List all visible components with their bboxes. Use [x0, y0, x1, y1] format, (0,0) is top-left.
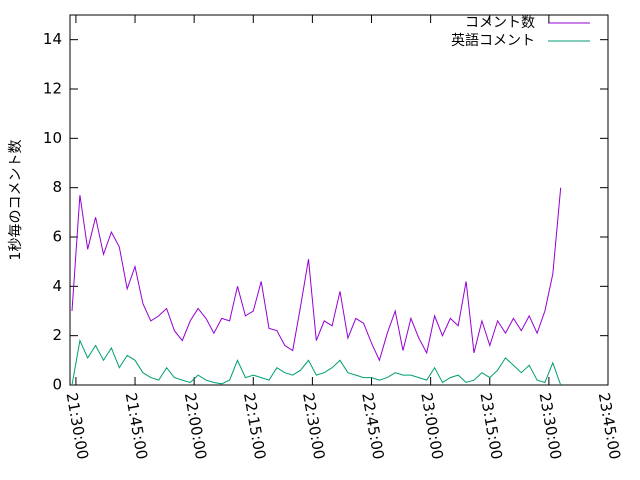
x-tick-label: 23:30:00: [536, 391, 565, 460]
y-tick-label: 2: [52, 326, 62, 344]
y-tick-label: 4: [52, 277, 62, 295]
y-tick-label: 8: [52, 178, 62, 196]
x-tick-label: 22:45:00: [358, 391, 387, 460]
plot-frame: [69, 14, 609, 386]
y-tick-label: 6: [52, 228, 62, 246]
x-tick-label: 22:30:00: [299, 391, 328, 460]
y-tick-label: 0: [52, 376, 62, 394]
x-tick-label: 23:45:00: [595, 391, 624, 460]
legend-label: コメント数: [465, 15, 535, 31]
legend-label: 英語コメント: [451, 32, 535, 49]
y-tick-label: 10: [43, 129, 62, 147]
x-tick-label: 22:15:00: [240, 391, 269, 460]
x-tick-label: 21:45:00: [122, 391, 151, 460]
series-line: [71, 338, 562, 386]
x-tick-label: 22:00:00: [181, 391, 210, 460]
y-axis-label: 1秒毎のコメント数: [8, 140, 24, 261]
series-line: [71, 187, 562, 362]
x-tick-label: 21:30:00: [63, 391, 92, 460]
x-tick-label: 23:00:00: [417, 391, 446, 460]
x-tick-label: 23:15:00: [476, 391, 505, 460]
y-tick-label: 14: [43, 30, 62, 48]
y-tick-label: 12: [43, 80, 62, 98]
